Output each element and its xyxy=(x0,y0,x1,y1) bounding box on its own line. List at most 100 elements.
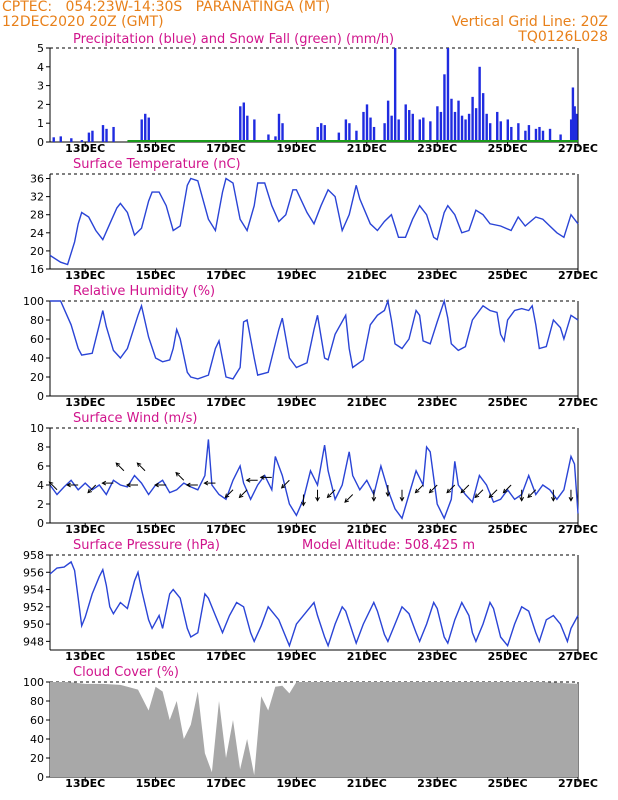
precip-bar xyxy=(101,125,105,142)
panel-4: Surface Wind (m/s) 0 2 4 6 8 10 13DEC 15DEC 17DEC… xyxy=(30,411,598,536)
x-date-label: 15DEC xyxy=(136,650,176,663)
series-line xyxy=(50,298,579,380)
precip-bar xyxy=(534,128,538,142)
precip-bar xyxy=(474,108,478,142)
precip-bar xyxy=(70,138,73,142)
wind-arrow xyxy=(527,489,537,498)
y-tick-label: 40 xyxy=(30,352,44,365)
precip-bar xyxy=(443,74,446,142)
x-date-label: 17DEC xyxy=(206,777,246,790)
precip-bar xyxy=(59,136,62,142)
wind-arrow xyxy=(115,462,125,472)
precip-bar xyxy=(147,117,150,142)
wind-arrow-head xyxy=(488,493,494,499)
x-date-label: 23DEC xyxy=(417,650,457,663)
y-tick-label: 954 xyxy=(23,584,44,597)
x-date-label: 25DEC xyxy=(488,523,528,536)
y-tick-label: 0 xyxy=(37,136,44,149)
precip-bar xyxy=(460,115,464,142)
y-tick-label: 0 xyxy=(37,771,44,784)
precip-bar xyxy=(575,113,578,142)
wind-arrow-head xyxy=(115,462,121,468)
y-tick-label: 4 xyxy=(37,61,44,74)
vertical-grid-line-label: Vertical Grid Line: 20Z xyxy=(451,14,608,30)
wind-arrow-head xyxy=(301,501,306,507)
precip-bar xyxy=(517,123,520,142)
wind-arrow xyxy=(344,494,354,503)
precip-bar xyxy=(246,115,249,142)
wind-arrow-head xyxy=(125,482,131,488)
precip-bar xyxy=(450,98,453,142)
panel-title: Surface Wind (m/s) xyxy=(73,411,197,426)
x-date-label: 17DEC xyxy=(206,142,246,155)
y-tick-label: 10 xyxy=(30,422,44,435)
x-date-label: 17DEC xyxy=(206,523,246,536)
wind-arrow xyxy=(136,462,146,472)
wind-arrow-head xyxy=(87,488,93,494)
wind-arrow-head xyxy=(154,482,159,488)
x-date-label: 21DEC xyxy=(347,650,387,663)
precip-bar xyxy=(91,130,94,142)
x-date-label: 27DEC xyxy=(558,269,598,282)
y-tick-label: 952 xyxy=(23,601,44,614)
chart-header: CPTEC: 054:23W-14:30S PARANATINGA (MT) 1… xyxy=(0,0,618,48)
y-tick-label: 24 xyxy=(30,227,44,240)
precip-bar xyxy=(316,126,319,142)
x-date-label: 21DEC xyxy=(347,269,387,282)
model-code: TQ0126L028 xyxy=(518,29,608,45)
y-tick-label: 20 xyxy=(30,245,44,258)
wind-arrow-head xyxy=(66,482,71,488)
y-tick-label: 40 xyxy=(30,733,44,746)
x-date-label: 25DEC xyxy=(488,269,528,282)
y-tick-label: 1 xyxy=(37,117,44,130)
precip-bar xyxy=(548,128,552,142)
y-tick-label: 80 xyxy=(30,695,44,708)
precip-bar xyxy=(390,115,393,142)
y-tick-label: 28 xyxy=(30,209,44,222)
x-date-label: 25DEC xyxy=(488,396,528,409)
y-tick-label: 956 xyxy=(23,566,44,579)
wind-arrow-head xyxy=(428,488,434,494)
precip-bar xyxy=(239,106,242,142)
panel-1: Precipitation (blue) and Snow Fall (gree… xyxy=(37,32,598,155)
precip-bar xyxy=(112,126,115,142)
x-date-label: 19DEC xyxy=(276,650,316,663)
x-date-label: 23DEC xyxy=(417,269,457,282)
panel-5: Surface Pressure (hPa) Model Altitude: 50… xyxy=(23,538,598,663)
y-tick-label: 950 xyxy=(23,618,44,631)
x-date-label: 19DEC xyxy=(276,269,316,282)
panel-2: Surface Temperature (nC) 16 20 24 28 32 36 13DE… xyxy=(30,157,598,282)
x-date-label: 13DEC xyxy=(65,650,105,663)
y-tick-label: 100 xyxy=(23,676,44,689)
wind-arrow-head xyxy=(101,480,107,486)
x-date-label: 13DEC xyxy=(65,269,105,282)
precip-bar xyxy=(253,119,256,142)
precip-bar xyxy=(506,119,509,142)
y-tick-label: 36 xyxy=(30,173,44,186)
wind-arrow xyxy=(224,489,234,498)
precip-bar xyxy=(436,106,439,142)
x-date-label: 21DEC xyxy=(347,523,387,536)
x-date-label: 15DEC xyxy=(136,142,176,155)
precip-bar xyxy=(87,132,91,142)
y-tick-label: 0 xyxy=(37,517,44,530)
wind-arrow-head xyxy=(399,496,405,502)
panel-title: Precipitation (blue) and Snow Fall (gree… xyxy=(73,32,394,47)
wind-arrow xyxy=(488,489,498,498)
precip-bar xyxy=(439,111,443,142)
precip-bar xyxy=(80,140,84,142)
x-date-label: 13DEC xyxy=(65,396,105,409)
x-date-label: 13DEC xyxy=(65,777,105,790)
precip-bar xyxy=(429,121,432,142)
precip-bar xyxy=(404,104,407,142)
precip-bar xyxy=(571,87,575,142)
x-date-label: 19DEC xyxy=(276,777,316,790)
wind-arrow xyxy=(503,484,512,494)
panel-3: Relative Humidity (%) 0 20 40 60 80 100 13DEC 15… xyxy=(23,284,598,409)
x-date-label: 15DEC xyxy=(136,396,176,409)
precip-bar xyxy=(489,123,492,142)
precip-bar xyxy=(344,119,348,142)
wind-arrow-head xyxy=(238,493,244,499)
x-date-label: 23DEC xyxy=(417,142,457,155)
precip-bar xyxy=(397,119,400,142)
